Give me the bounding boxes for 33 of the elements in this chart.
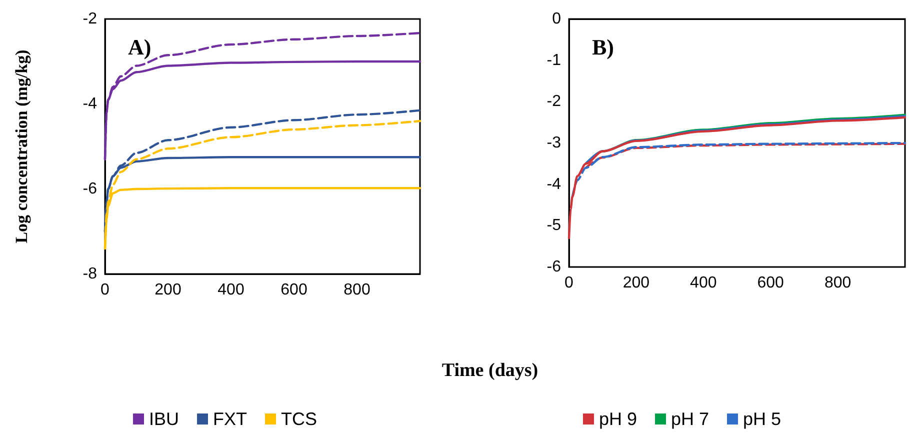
y-tick-label: -4 [82, 96, 98, 112]
x-tick-label: 600 [757, 274, 784, 292]
y-tick-label: -1 [546, 52, 562, 69]
y-tick-label: -8 [82, 266, 98, 282]
legend-label: pH 5 [743, 409, 782, 429]
line-series [568, 116, 906, 240]
y-tick-label: -2 [546, 93, 562, 110]
y-tick-label: 0 [552, 10, 562, 28]
text: A) [128, 34, 152, 60]
y-tick-label: -3 [546, 134, 562, 152]
y-tick-label: -4 [546, 176, 562, 193]
x-tick-label: 800 [824, 274, 852, 292]
legend-label: IBU [149, 409, 180, 429]
x-tick-label: 0 [100, 282, 110, 298]
x-tick-label: 800 [344, 282, 370, 298]
y-axis-title: Log concentration (mg/kg) [12, 50, 31, 244]
line-series [571, 142, 906, 198]
y-tick-label: -2 [82, 10, 98, 28]
x-axis-title: Time (days) [440, 360, 540, 382]
x-tick-label: 600 [280, 282, 308, 298]
legend-label: pH 9 [598, 409, 637, 429]
x-tick-label: 0 [564, 274, 574, 292]
legend-label: FXT [213, 409, 248, 429]
y-tick-label: -6 [82, 180, 98, 198]
x-tick-label: 400 [218, 282, 244, 298]
x-tick-label: 400 [690, 274, 717, 292]
y-tick-label: -5 [546, 217, 562, 234]
x-tick-label: 200 [622, 274, 650, 292]
text: B) [592, 34, 614, 60]
y-tick-label: -6 [546, 258, 562, 276]
x-tick-label: 200 [154, 282, 182, 298]
legend-label: TCS [281, 409, 317, 429]
legend-label: pH 7 [670, 409, 710, 429]
